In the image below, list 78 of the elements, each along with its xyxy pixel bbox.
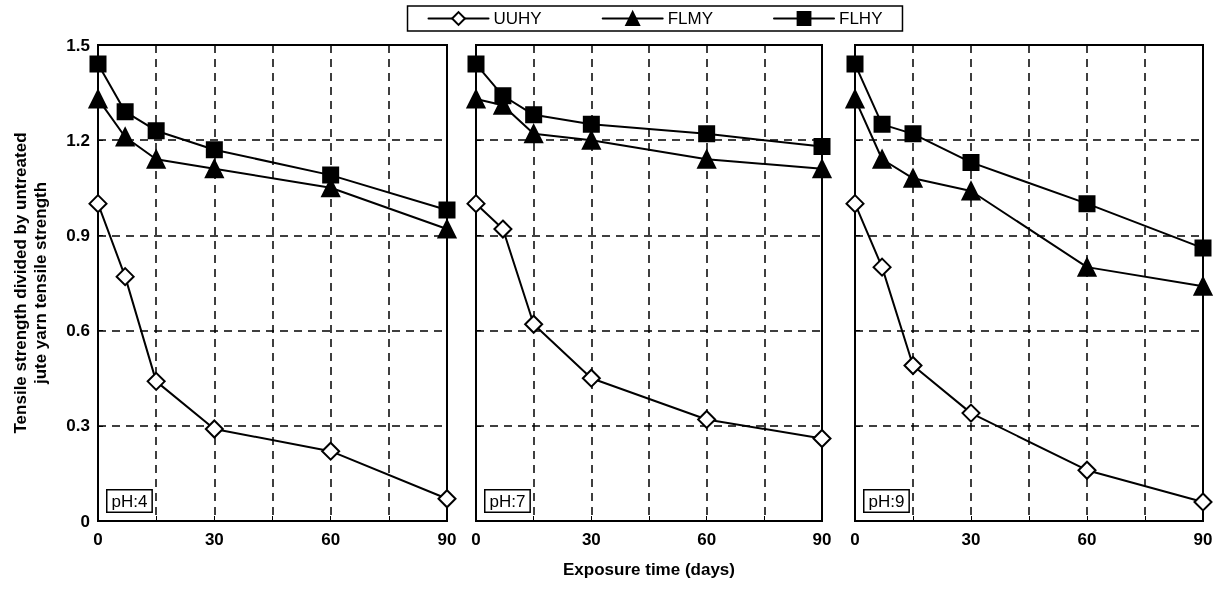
point bbox=[582, 115, 600, 133]
x-tick-label: 0 bbox=[850, 530, 860, 549]
x-tick-label: 90 bbox=[812, 530, 832, 549]
x-axis-title: Exposure time (days) bbox=[563, 560, 735, 579]
point bbox=[437, 219, 457, 239]
point bbox=[525, 106, 543, 124]
point bbox=[146, 149, 166, 169]
y-axis-title: Tensile strength divided by untreated jute yarn tensile strength bbox=[10, 132, 50, 434]
legend-label: FLMY bbox=[667, 9, 714, 28]
point bbox=[437, 489, 457, 509]
y-tick-label: 0.9 bbox=[66, 225, 90, 245]
x-tick-label: 90 bbox=[437, 530, 457, 549]
point bbox=[845, 194, 865, 214]
point bbox=[903, 168, 923, 188]
point bbox=[88, 89, 108, 109]
x-tick-label: 60 bbox=[1077, 530, 1097, 549]
point bbox=[1077, 460, 1097, 480]
y-tick-label: 1.5 bbox=[66, 35, 90, 55]
x-tick-label: 0 bbox=[93, 530, 103, 549]
point bbox=[1193, 492, 1213, 512]
point bbox=[438, 201, 456, 219]
point bbox=[115, 127, 135, 147]
y-tick-label: 1.2 bbox=[66, 130, 90, 150]
point bbox=[581, 130, 601, 150]
point bbox=[466, 194, 486, 214]
x-tick-label: 60 bbox=[321, 530, 341, 549]
point bbox=[146, 371, 166, 391]
point bbox=[467, 55, 485, 73]
x-tick-label: 90 bbox=[1193, 530, 1213, 549]
point bbox=[147, 122, 165, 140]
point bbox=[89, 55, 107, 73]
point bbox=[581, 368, 601, 388]
point bbox=[812, 159, 832, 179]
point bbox=[697, 409, 717, 429]
x-tick-label: 60 bbox=[697, 530, 717, 549]
point bbox=[812, 428, 832, 448]
y-tick-label: 0.6 bbox=[66, 321, 90, 341]
point bbox=[115, 267, 135, 287]
y-tick-label: 0.3 bbox=[66, 416, 90, 436]
point bbox=[1077, 257, 1097, 277]
point bbox=[1193, 276, 1213, 296]
point bbox=[813, 138, 831, 156]
point bbox=[962, 153, 980, 171]
point bbox=[524, 314, 544, 334]
point bbox=[697, 149, 717, 169]
x-tick-label: 30 bbox=[204, 530, 224, 549]
point bbox=[322, 166, 340, 184]
point bbox=[204, 159, 224, 179]
point bbox=[1078, 195, 1096, 213]
point bbox=[466, 89, 486, 109]
point bbox=[873, 115, 891, 133]
point bbox=[524, 124, 544, 144]
x-tick-label: 0 bbox=[471, 530, 481, 549]
point bbox=[493, 219, 513, 239]
point bbox=[698, 125, 716, 143]
point bbox=[321, 441, 341, 461]
point bbox=[494, 87, 512, 105]
point bbox=[116, 103, 134, 121]
point bbox=[88, 194, 108, 214]
point bbox=[904, 125, 922, 143]
point bbox=[872, 257, 892, 277]
annotation: pH:7 bbox=[489, 491, 526, 511]
point bbox=[845, 89, 865, 109]
legend-label: FLHY bbox=[839, 9, 883, 28]
point bbox=[872, 149, 892, 169]
point bbox=[204, 419, 224, 439]
point bbox=[961, 181, 981, 201]
legend-label: UUHY bbox=[493, 9, 542, 28]
point bbox=[961, 403, 981, 423]
annotation: pH:9 bbox=[868, 491, 905, 511]
x-tick-label: 30 bbox=[961, 530, 981, 549]
x-tick-label: 30 bbox=[581, 530, 601, 549]
y-tick-label: 0 bbox=[80, 511, 90, 531]
annotation: pH:4 bbox=[111, 491, 148, 511]
point bbox=[846, 55, 864, 73]
point bbox=[205, 141, 223, 159]
point bbox=[903, 356, 923, 376]
point bbox=[1194, 239, 1212, 257]
